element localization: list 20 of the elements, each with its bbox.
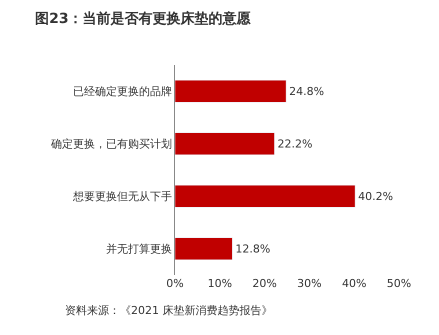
y-tick-label: 并无打算更换 [106, 242, 172, 256]
data-label: 22.2% [277, 137, 312, 150]
data-label: 24.8% [289, 84, 324, 98]
chart-title: 图23：当前是否有更换床垫的意愿 [35, 10, 252, 28]
y-tick-label: 想要更换但无从下手 [72, 190, 172, 204]
x-tick-label: 50% [386, 277, 412, 290]
y-tick-label: 确定更换，已有购买计划 [50, 138, 172, 151]
x-tick-label: 0% [166, 277, 184, 290]
x-tick-label: 40% [342, 277, 366, 290]
x-tick-label: 20% [252, 277, 277, 290]
x-tick-label: 10% [208, 277, 232, 290]
bar [175, 132, 275, 156]
text: 资料来源：《2021 床垫新消费趋势报告》 [65, 304, 272, 317]
data-label: 40.2% [358, 190, 394, 203]
data-label: 12.8% [235, 242, 270, 256]
y-tick-label: 已经确定更换的品牌 [72, 85, 172, 98]
bar [175, 184, 356, 208]
bar [175, 80, 286, 103]
x-tick-label: 30% [297, 277, 322, 290]
bar [175, 237, 233, 260]
